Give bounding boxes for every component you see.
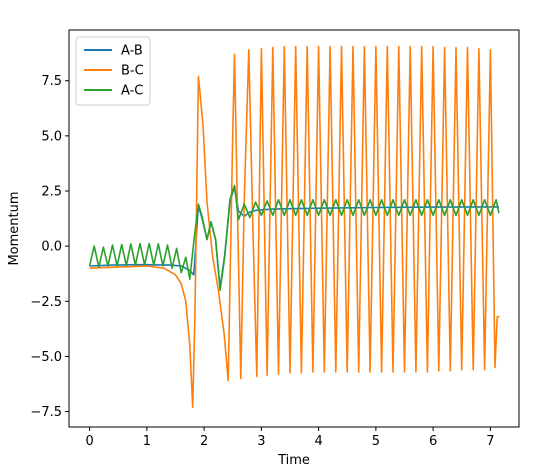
y-axis-label: Momentum [7, 191, 22, 265]
legend-box [75, 36, 151, 106]
x-tick-label: 3 [257, 434, 265, 449]
series-layer [88, 45, 500, 409]
legend-label: B-C [121, 64, 144, 79]
x-axis: 0 1 2 3 4 5 6 7 [85, 427, 495, 449]
y-tick-label: 0.0 [41, 240, 62, 255]
y-axis: −7.5 −5.0 −2.5 0.0 2.5 5.0 7.5 [30, 74, 69, 420]
x-tick-label: 2 [200, 434, 208, 449]
legend-label: A-C [121, 84, 143, 99]
y-tick-label: −7.5 [30, 405, 62, 420]
x-axis-label: Time [277, 453, 310, 468]
x-tick-label: 6 [429, 434, 437, 449]
x-tick-label: 7 [486, 434, 494, 449]
legend-label: A-B [121, 44, 143, 59]
plot-frame [68, 29, 520, 428]
series-line-a-c [88, 184, 500, 292]
y-tick-label: 2.5 [41, 185, 62, 200]
x-tick-label: 4 [314, 434, 322, 449]
legend: A-B B-C A-C [75, 36, 151, 106]
series-line-b-c [89, 45, 500, 409]
y-tick-label: −5.0 [30, 350, 62, 365]
y-tick-label: 5.0 [41, 129, 62, 144]
x-tick-label: 1 [143, 434, 151, 449]
x-tick-label: 5 [372, 434, 380, 449]
x-tick-label: 0 [85, 434, 93, 449]
y-tick-label: −2.5 [30, 295, 62, 310]
y-tick-label: 7.5 [41, 74, 62, 89]
